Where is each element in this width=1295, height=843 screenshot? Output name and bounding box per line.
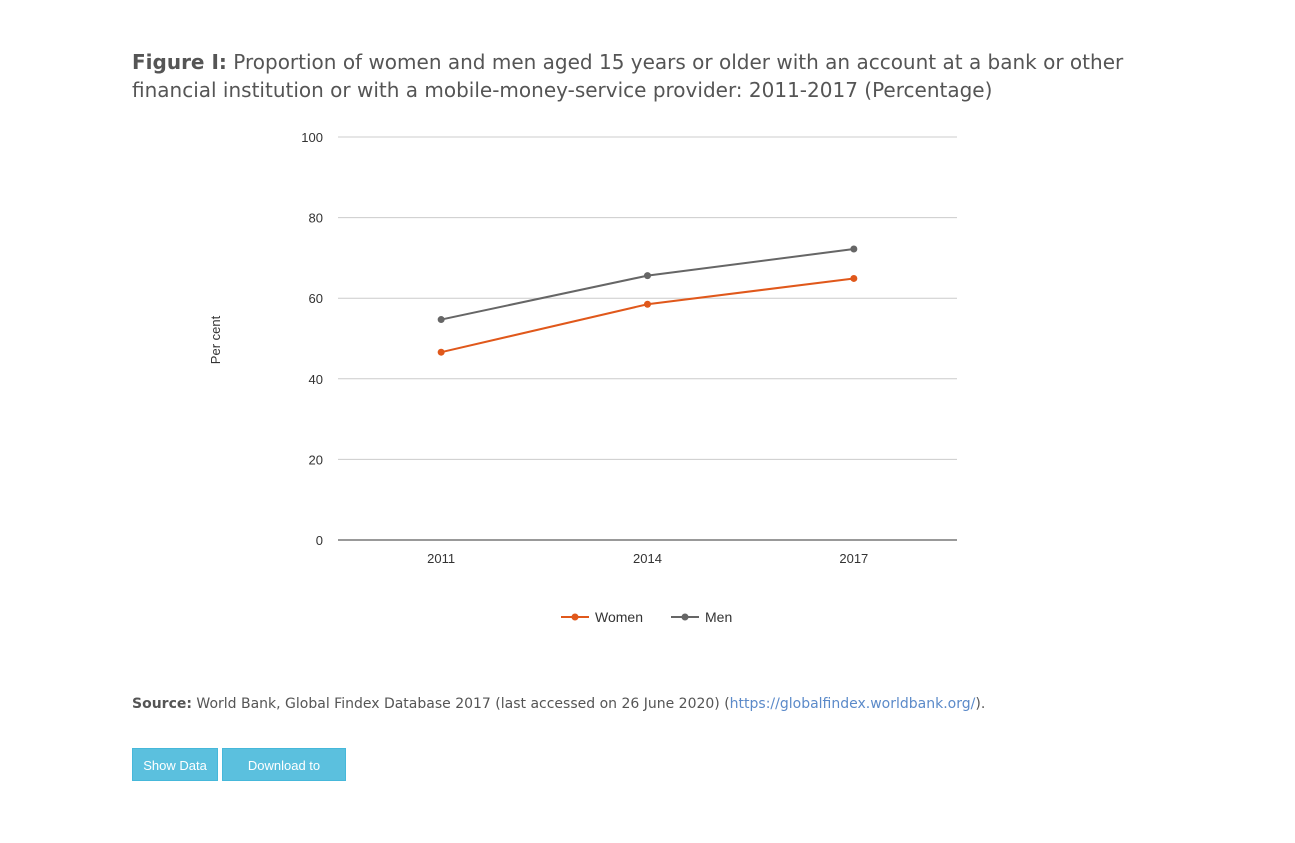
source-note: Source: World Bank, Global Findex Databa…: [132, 696, 985, 712]
source-text: World Bank, Global Findex Database 2017 …: [196, 696, 730, 712]
y-tick-label: 0: [316, 533, 323, 548]
data-point[interactable]: [644, 272, 651, 280]
figure-title-text: Proportion of women and men aged 15 year…: [132, 50, 1124, 102]
grid-lines: [338, 136, 957, 541]
source-label: Source:: [132, 696, 192, 712]
legend-marker: [681, 613, 689, 621]
series-line: [440, 248, 854, 321]
y-tick-label: 80: [309, 211, 323, 226]
y-tick-label: 20: [309, 452, 323, 467]
data-point[interactable]: [644, 300, 651, 308]
series-line: [440, 277, 854, 354]
legend[interactable]: Women Men: [561, 609, 732, 625]
y-axis-label: Per cent: [208, 315, 223, 364]
x-tick-label: 2011: [427, 551, 455, 566]
data-point[interactable]: [850, 274, 858, 282]
legend-label: Men: [705, 609, 732, 625]
data-point[interactable]: [437, 348, 445, 356]
legend-item-women[interactable]: Women: [561, 609, 643, 625]
series-women: [437, 274, 858, 356]
x-tick-label: 2014: [633, 551, 662, 566]
download-csv-button[interactable]: Download to CSV: [222, 748, 346, 806]
x-tick-label: 2017: [839, 551, 868, 566]
figure-title: Figure I: Proportion of women and men ag…: [132, 48, 1132, 104]
series-men: [437, 245, 858, 324]
source-suffix: ).: [975, 696, 986, 712]
data-point[interactable]: [850, 245, 858, 253]
legend-label: Women: [595, 609, 643, 625]
x-tick-labels: 2011 2014 2017: [427, 551, 868, 566]
series-lines: [437, 245, 858, 356]
y-tick-labels: 0 20 40 60 80 100: [301, 130, 323, 548]
figure-label: Figure I:: [132, 50, 227, 74]
y-tick-label: 60: [309, 291, 323, 306]
legend-item-men[interactable]: Men: [671, 609, 732, 625]
y-tick-label: 40: [309, 372, 323, 387]
data-point[interactable]: [437, 316, 445, 324]
legend-marker: [571, 613, 579, 621]
show-data-button[interactable]: Show Data: [132, 748, 218, 781]
y-tick-label: 100: [301, 130, 323, 145]
source-link[interactable]: https://globalfindex.worldbank.org/: [729, 696, 976, 712]
